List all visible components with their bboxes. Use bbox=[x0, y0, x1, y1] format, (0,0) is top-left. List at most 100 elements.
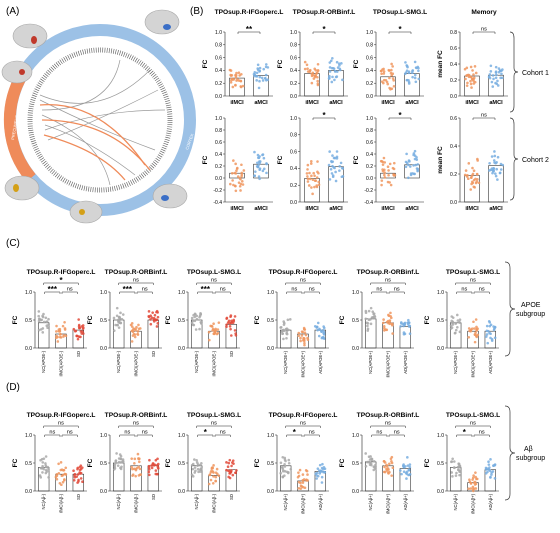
data-point bbox=[407, 163, 410, 167]
data-point bbox=[328, 61, 332, 64]
y-tick-label: 0.5 bbox=[352, 318, 359, 324]
data-point bbox=[299, 339, 302, 343]
y-tick-label: 1.0 bbox=[366, 116, 373, 122]
x-tick-label: SD bbox=[229, 494, 234, 500]
data-point bbox=[226, 465, 230, 469]
data-point bbox=[231, 85, 235, 89]
circos-ring-orange bbox=[3, 71, 36, 182]
y-tick-label: 1.0 bbox=[215, 116, 222, 122]
data-point bbox=[120, 317, 124, 321]
data-point bbox=[133, 462, 136, 465]
data-point bbox=[463, 173, 467, 177]
x-tick-label: NC(APOE-) bbox=[41, 350, 46, 372]
data-point bbox=[332, 156, 336, 160]
x-tick-label: AD(APOE+) bbox=[488, 350, 493, 373]
bar bbox=[404, 164, 420, 179]
data-point bbox=[491, 74, 495, 77]
data-point bbox=[37, 328, 41, 332]
data-point bbox=[199, 463, 202, 467]
data-point bbox=[367, 460, 371, 464]
significance-bracket bbox=[388, 31, 412, 34]
data-point bbox=[198, 327, 201, 331]
chart-title: TPOsup.R-ORBinf.L bbox=[105, 412, 168, 419]
data-point bbox=[60, 474, 64, 478]
data-point bbox=[451, 475, 454, 478]
data-point bbox=[37, 310, 41, 313]
chart-d4: TPOsup.R-IFGoperc.L 0.0 0.5 1.0 FC NC(Aβ+) ilM… bbox=[254, 412, 337, 514]
data-point bbox=[298, 468, 302, 472]
data-point bbox=[208, 338, 211, 342]
data-point bbox=[388, 319, 392, 322]
data-point bbox=[372, 312, 375, 316]
data-point bbox=[382, 156, 386, 160]
data-point bbox=[400, 472, 403, 476]
data-point bbox=[117, 460, 121, 464]
data-point bbox=[75, 475, 79, 478]
data-point bbox=[392, 84, 396, 88]
data-point bbox=[313, 185, 316, 189]
data-point bbox=[328, 70, 332, 73]
data-point bbox=[194, 328, 198, 331]
data-point bbox=[476, 159, 479, 162]
data-point bbox=[284, 327, 288, 331]
data-point bbox=[44, 316, 48, 320]
data-point bbox=[312, 171, 315, 175]
data-point bbox=[240, 180, 244, 183]
data-point bbox=[115, 306, 119, 310]
y-tick-label: 0.6 bbox=[290, 55, 297, 61]
data-point bbox=[55, 477, 59, 481]
data-point bbox=[488, 162, 491, 165]
data-point bbox=[452, 466, 456, 469]
data-point bbox=[195, 459, 198, 462]
bar bbox=[399, 468, 412, 492]
data-point bbox=[116, 323, 119, 327]
data-point bbox=[318, 472, 322, 475]
circos-ring-blue-label: CORTEX bbox=[184, 133, 194, 151]
data-point bbox=[300, 334, 304, 337]
data-point bbox=[47, 476, 50, 479]
y-tick-label: 1.0 bbox=[366, 30, 373, 36]
data-point bbox=[59, 336, 63, 339]
data-point bbox=[496, 84, 500, 87]
data-point bbox=[227, 461, 231, 465]
data-point bbox=[131, 474, 134, 477]
data-point bbox=[39, 476, 43, 479]
y-tick-label: 0.6 bbox=[366, 55, 373, 61]
data-point bbox=[416, 168, 419, 172]
data-point bbox=[235, 79, 238, 82]
data-point bbox=[490, 339, 494, 342]
data-point bbox=[490, 471, 493, 474]
chart-b6: 0.0 0.2 0.4 0.6 0.8 1.0 FC ilMCI aMCI * bbox=[277, 111, 348, 212]
x-tick-label: NC(Aβ+) bbox=[453, 493, 458, 510]
y-tick-label: 0.2 bbox=[215, 164, 222, 170]
data-point bbox=[240, 173, 244, 176]
data-point bbox=[413, 172, 416, 176]
data-point bbox=[331, 66, 335, 70]
x-tick-label: NC(APOE+) bbox=[453, 350, 458, 374]
data-point bbox=[408, 332, 412, 335]
data-point bbox=[403, 321, 407, 325]
significance-bracket bbox=[136, 291, 153, 294]
y-tick-label: 0.6 bbox=[215, 55, 222, 61]
data-point bbox=[458, 321, 461, 324]
data-point bbox=[456, 465, 460, 469]
data-point bbox=[495, 82, 499, 86]
data-point bbox=[114, 459, 118, 462]
y-axis-label: FC bbox=[12, 315, 19, 324]
y-tick-label: 0.8 bbox=[215, 43, 222, 49]
chart-b8: 0.0 0.2 0.4 0.6 mean FC ilMCI aMCI ns bbox=[437, 113, 508, 212]
data-point bbox=[365, 321, 369, 325]
data-point bbox=[496, 155, 500, 159]
data-point bbox=[252, 72, 256, 76]
data-point bbox=[328, 150, 331, 153]
x-tick-label: aMCI bbox=[489, 100, 503, 106]
data-point bbox=[404, 165, 408, 169]
data-point bbox=[489, 475, 492, 479]
data-point bbox=[279, 326, 283, 329]
data-point bbox=[225, 316, 229, 320]
y-tick-label: 1.0 bbox=[267, 433, 274, 439]
y-tick-label: 1.0 bbox=[25, 433, 32, 439]
data-point bbox=[230, 73, 234, 77]
data-point bbox=[256, 67, 260, 70]
data-point bbox=[227, 319, 231, 323]
